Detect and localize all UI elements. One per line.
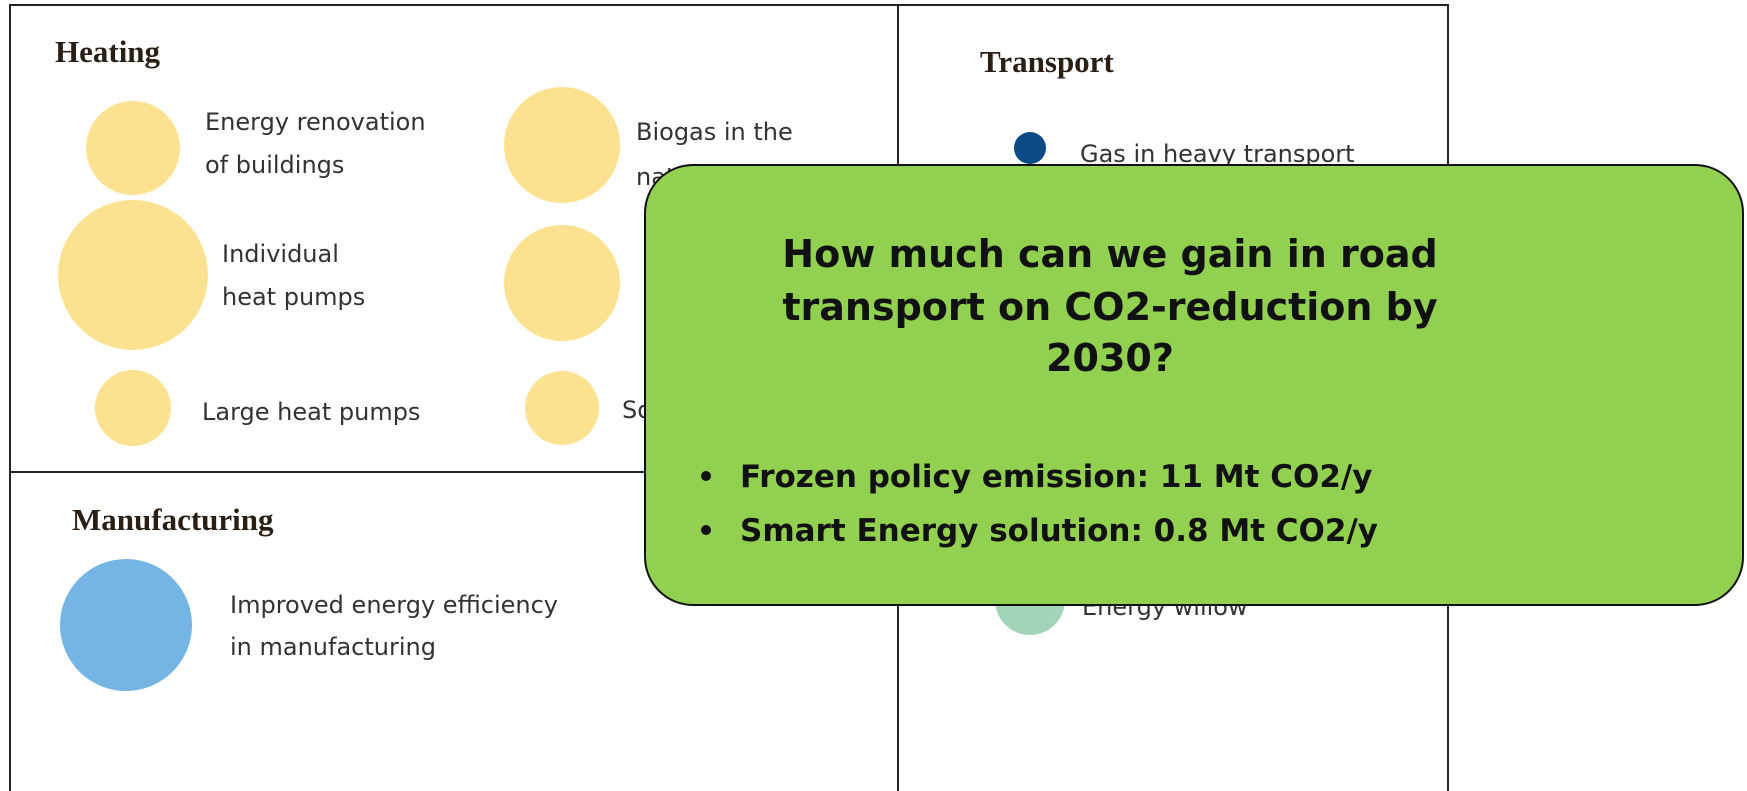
callout-question: transport on CO2-reduction by [782,285,1438,329]
item-label: Improved energy efficiency [230,591,558,619]
item-label: Large heat pumps [202,398,420,426]
bubble [60,559,192,691]
item-label: Biogas in the [636,118,793,146]
callout-bullet: Smart Energy solution: 0.8 Mt CO2/y [740,513,1378,549]
item-label: in manufacturing [230,633,436,661]
bubble [504,87,620,203]
item-label: Individual [222,240,339,268]
section-title: Manufacturing [72,502,274,537]
callout-bullet: Frozen policy emission: 11 Mt CO2/y [740,459,1372,495]
callout-question: 2030? [1046,336,1174,380]
bubble [525,371,599,445]
bullet-dot [701,525,711,535]
section-title: Heating [55,34,161,69]
bubble [86,101,180,195]
item-label: Energy renovation [205,108,426,136]
bubble [1014,132,1046,164]
callout-question: How much can we gain in road [782,232,1437,276]
item-label: heat pumps [222,283,365,311]
bubble [504,225,620,341]
bullet-dot [701,471,711,481]
item-label: of buildings [205,151,344,179]
item-label: Gas in heavy transport [1080,140,1355,168]
callout-box [644,164,1744,606]
section-title: Transport [980,44,1114,79]
bubble [95,370,171,446]
bubble [58,200,208,350]
